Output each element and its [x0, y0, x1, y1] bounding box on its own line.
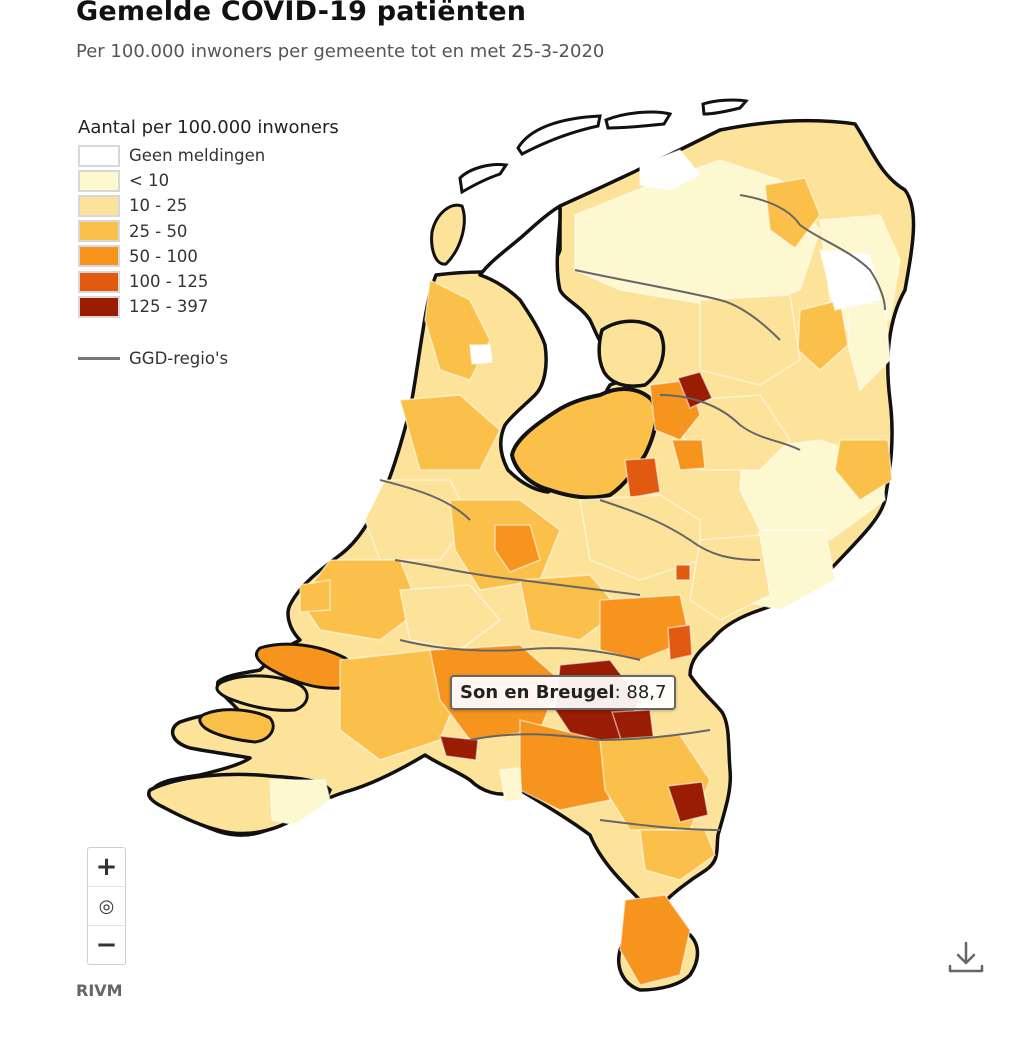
zoom-in-button[interactable]: +: [95, 852, 118, 882]
legend-item: 10 - 25: [78, 193, 339, 218]
legend-swatch: [78, 220, 120, 243]
zoom-reset-button[interactable]: ◎: [88, 886, 125, 925]
legend-item: < 10: [78, 168, 339, 193]
legend-item: 50 - 100: [78, 244, 339, 269]
download-button[interactable]: [946, 940, 986, 976]
tooltip-name: Son en Breugel: [460, 682, 615, 703]
download-icon: [948, 941, 984, 973]
map-title: Gemelde COVID-19 patiënten: [76, 0, 527, 27]
map-legend: Aantal per 100.000 inwoners Geen melding…: [78, 117, 339, 368]
legend-label: Geen meldingen: [129, 146, 266, 166]
wadden-island[interactable]: [458, 163, 509, 195]
ggd-region-boundaries: [379, 194, 886, 831]
map-subtitle: Per 100.000 inwoners per gemeente tot en…: [76, 41, 605, 62]
municipality-patches[interactable]: [269, 149, 901, 986]
legend-item: 25 - 50: [78, 219, 339, 244]
legend-swatch: [78, 270, 120, 293]
wadden-island[interactable]: [604, 110, 673, 130]
map-tooltip: Son en Breugel: 88,7: [450, 675, 677, 710]
texel[interactable]: [430, 203, 466, 266]
legend-items: Geen meldingen < 10 10 - 25 25 - 50 50 - 100…: [78, 143, 339, 319]
source-credit: RIVM: [76, 981, 123, 1000]
zeeland-island[interactable]: [215, 674, 309, 712]
legend-label: 25 - 50: [129, 221, 188, 241]
zoom-out-button[interactable]: −: [88, 925, 125, 964]
wadden-island[interactable]: [516, 114, 602, 156]
legend-swatch: [78, 245, 120, 268]
legend-boundary-item: GGD-regio's: [78, 349, 339, 368]
legend-label: 100 - 125: [129, 272, 209, 292]
noordoostpolder[interactable]: [597, 319, 666, 388]
legend-label: < 10: [129, 171, 170, 191]
tooltip-value: : 88,7: [614, 682, 667, 703]
legend-item: Geen meldingen: [78, 143, 339, 168]
legend-label: 125 - 397: [129, 297, 209, 317]
zoom-controls: + ◎ −: [87, 847, 126, 965]
legend-item: 125 - 397: [78, 294, 339, 319]
legend-label: 10 - 25: [129, 196, 188, 216]
legend-swatch: [78, 169, 120, 192]
legend-boundary-label: GGD-regio's: [129, 349, 229, 369]
legend-label: 50 - 100: [129, 246, 198, 266]
wadden-island[interactable]: [701, 98, 749, 116]
legend-swatch: [78, 144, 120, 167]
ijsselmeer: [478, 204, 652, 494]
zeeland-island[interactable]: [198, 708, 275, 744]
legend-swatch: [78, 194, 120, 217]
legend-item: 100 - 125: [78, 269, 339, 294]
legend-swatch: [78, 295, 120, 318]
boundary-line-swatch: [78, 357, 120, 361]
legend-title: Aantal per 100.000 inwoners: [78, 117, 339, 138]
